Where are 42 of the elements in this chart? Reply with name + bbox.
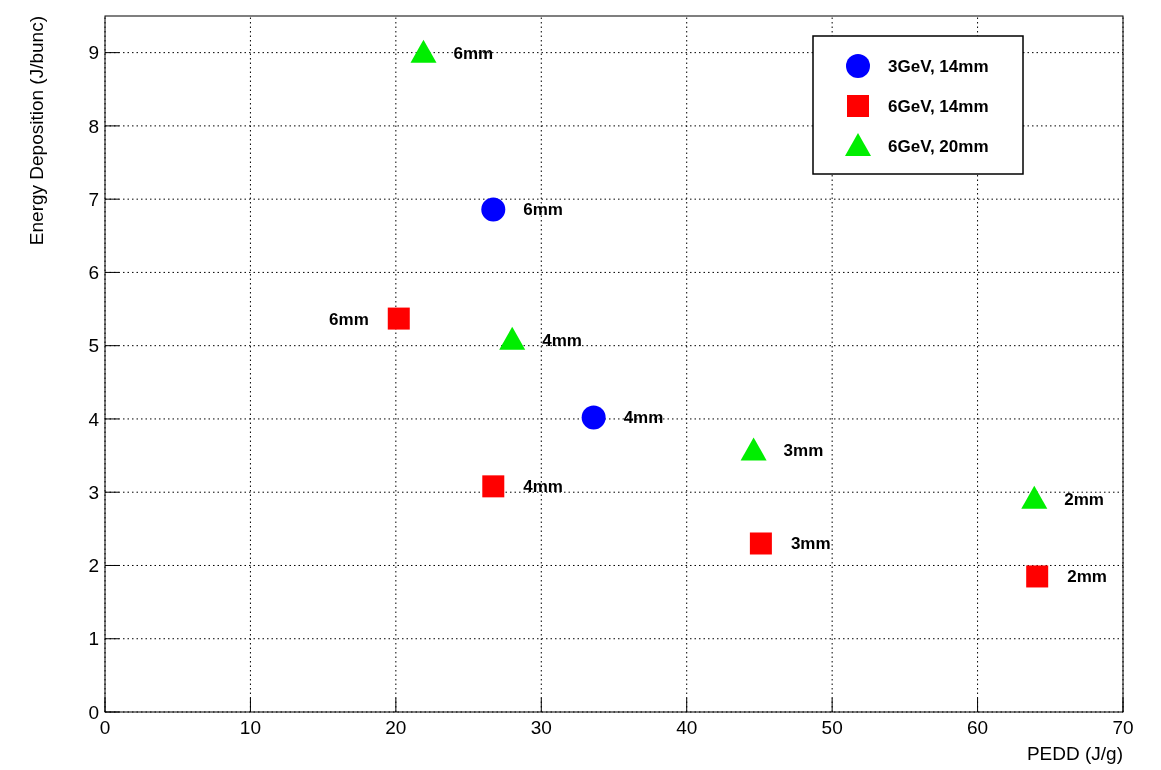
y-tick-label: 1 — [88, 628, 99, 650]
x-tick-label: 70 — [1112, 717, 1134, 738]
annotation: 6mm — [329, 309, 369, 329]
annotation: 6mm — [453, 43, 494, 63]
legend-label: 3GeV, 14mm — [888, 56, 989, 76]
y-tick-label: 4 — [88, 408, 100, 430]
y-tick-label: 5 — [88, 335, 99, 357]
x-axis-title: PEDD (J/g) — [1026, 743, 1123, 764]
annotation: 2mm — [1064, 489, 1104, 509]
y-tick-label: 2 — [88, 555, 99, 577]
x-tick-label: 60 — [967, 717, 989, 738]
x-tick-label: 40 — [676, 717, 698, 738]
y-tick-label: 0 — [88, 701, 99, 723]
point — [482, 475, 505, 498]
x-tick-label: 30 — [530, 717, 552, 738]
x-tick-label: 20 — [385, 717, 407, 738]
legend-label: 6GeV, 14mm — [888, 96, 989, 116]
point — [740, 437, 767, 461]
legend-label: 6GeV, 20mm — [888, 136, 989, 156]
annotation: 4mm — [523, 477, 563, 497]
point — [1021, 485, 1048, 509]
y-axis-title: Energy Deposition (J/bunc) — [26, 16, 47, 246]
x-tick-label: 50 — [821, 717, 843, 738]
annotation: 3mm — [790, 534, 831, 554]
annotation: 4mm — [623, 408, 664, 428]
annotation: 4mm — [542, 330, 582, 350]
y-tick-label: 6 — [88, 262, 99, 284]
y-tick-label: 8 — [88, 115, 99, 137]
point — [749, 532, 772, 555]
y-tick-label: 7 — [88, 188, 99, 210]
annotation: 2mm — [1067, 567, 1107, 587]
annotation: 3mm — [783, 441, 824, 461]
point — [481, 197, 506, 222]
point — [499, 326, 526, 350]
point — [410, 39, 437, 63]
point — [581, 405, 606, 430]
point — [1026, 565, 1049, 588]
point — [387, 307, 410, 330]
y-tick-label: 3 — [88, 481, 99, 503]
y-tick-label: 9 — [88, 42, 99, 64]
annotation: 6mm — [523, 200, 563, 220]
x-tick-label: 10 — [239, 717, 261, 738]
